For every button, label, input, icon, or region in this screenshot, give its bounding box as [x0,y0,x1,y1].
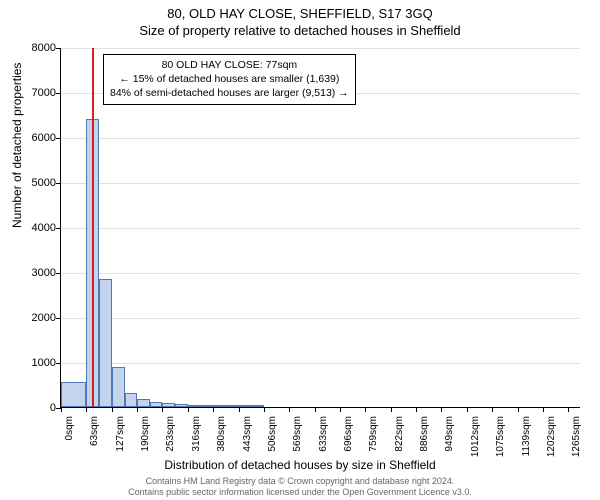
histogram-bar [112,367,125,408]
annotation-line-1: 80 OLD HAY CLOSE: 77sqm [110,58,349,72]
xtick-label: 633sqm [318,416,329,460]
ytick-label: 6000 [32,132,56,144]
xtick-label: 127sqm [115,416,126,460]
xtick-mark [543,407,544,412]
xtick-label: 1075sqm [495,416,506,460]
histogram-bar [213,405,226,407]
xtick-mark [112,407,113,412]
ytick-label: 5000 [32,177,56,189]
xtick-mark [61,407,62,412]
xtick-label: 759sqm [368,416,379,460]
histogram-bar [61,382,86,407]
xtick-mark [441,407,442,412]
xtick-label: 949sqm [444,416,455,460]
y-axis-label: Number of detached properties [10,63,24,228]
histogram-bar [137,399,150,407]
xtick-label: 696sqm [343,416,354,460]
histogram-bar [201,405,214,407]
xtick-mark [416,407,417,412]
gridline [61,318,580,319]
xtick-mark [315,407,316,412]
ytick-label: 1000 [32,357,56,369]
xtick-label: 0sqm [64,416,75,460]
xtick-mark [86,407,87,412]
ytick-label: 4000 [32,222,56,234]
histogram-bar [226,405,238,407]
ytick-mark [56,183,61,184]
gridline [61,138,580,139]
xtick-label: 1265sqm [571,416,582,460]
histogram-bar [251,405,263,407]
histogram-bar [99,279,112,407]
annotation-line-2: ← 15% of detached houses are smaller (1,… [110,72,349,86]
property-marker-line [92,48,94,407]
xtick-label: 1139sqm [521,416,532,460]
histogram-bar [150,402,162,407]
xtick-label: 190sqm [140,416,151,460]
xtick-label: 1202sqm [546,416,557,460]
xtick-label: 316sqm [191,416,202,460]
gridline [61,363,580,364]
xtick-mark [492,407,493,412]
xtick-mark [568,407,569,412]
gridline [61,183,580,184]
xtick-mark [162,407,163,412]
ytick-label: 2000 [32,312,56,324]
ytick-label: 3000 [32,267,56,279]
xtick-label: 253sqm [165,416,176,460]
xtick-label: 1012sqm [470,416,481,460]
xtick-mark [391,407,392,412]
annotation-box: 80 OLD HAY CLOSE: 77sqm ← 15% of detache… [103,54,356,105]
gridline [61,228,580,229]
x-axis-label: Distribution of detached houses by size … [0,458,600,472]
xtick-mark [289,407,290,412]
chart-title: 80, OLD HAY CLOSE, SHEFFIELD, S17 3GQ [0,0,600,21]
ytick-label: 7000 [32,87,56,99]
xtick-mark [137,407,138,412]
footer: Contains HM Land Registry data © Crown c… [0,476,600,499]
ytick-label: 0 [50,402,56,414]
xtick-label: 443sqm [242,416,253,460]
xtick-label: 886sqm [419,416,430,460]
histogram-bar [162,403,175,407]
ytick-mark [56,363,61,364]
ytick-mark [56,318,61,319]
histogram-bar [188,405,201,407]
ytick-mark [56,273,61,274]
histogram-bar [125,393,137,407]
ytick-mark [56,228,61,229]
xtick-mark [365,407,366,412]
xtick-mark [467,407,468,412]
xtick-mark [188,407,189,412]
annotation-line-3: 84% of semi-detached houses are larger (… [110,86,349,100]
chart-subtitle: Size of property relative to detached ho… [0,21,600,38]
xtick-label: 822sqm [394,416,405,460]
histogram-bar [239,405,252,407]
footer-line-1: Contains HM Land Registry data © Crown c… [0,476,600,487]
xtick-label: 569sqm [292,416,303,460]
xtick-label: 63sqm [89,416,100,460]
xtick-mark [518,407,519,412]
xtick-label: 380sqm [216,416,227,460]
ytick-label: 8000 [32,42,56,54]
xtick-mark [213,407,214,412]
ytick-mark [56,138,61,139]
ytick-mark [56,93,61,94]
gridline [61,48,580,49]
xtick-mark [264,407,265,412]
xtick-mark [340,407,341,412]
xtick-mark [239,407,240,412]
histogram-bar [175,404,187,407]
ytick-mark [56,48,61,49]
footer-line-2: Contains public sector information licen… [0,487,600,498]
plot-area: 80 OLD HAY CLOSE: 77sqm ← 15% of detache… [60,48,580,408]
gridline [61,273,580,274]
xtick-label: 506sqm [267,416,278,460]
